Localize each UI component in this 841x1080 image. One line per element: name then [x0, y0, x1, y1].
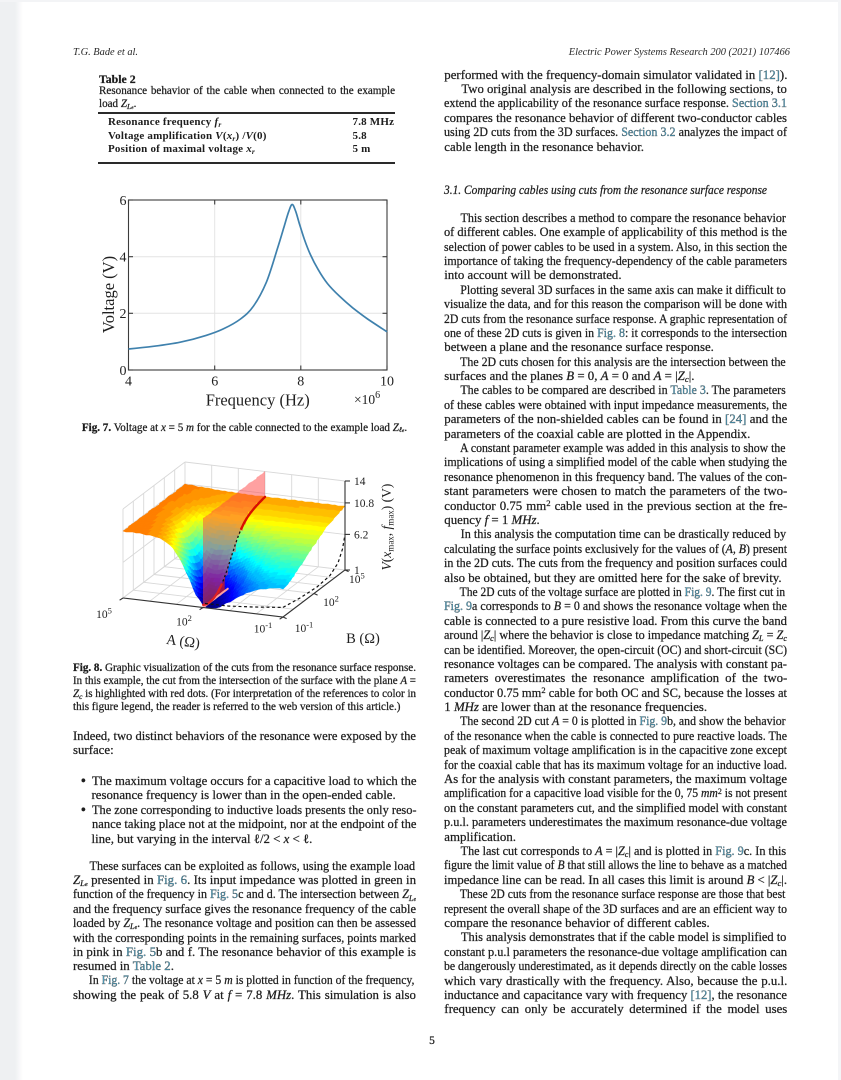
svg-text:4: 4 [120, 251, 127, 266]
svg-text:Voltage (V): Voltage (V) [99, 256, 118, 333]
svg-text:4: 4 [125, 375, 132, 390]
svg-text:Frequency (Hz): Frequency (Hz) [206, 391, 310, 410]
svg-text:B (Ω): B (Ω) [346, 631, 380, 647]
svg-text:10-1: 10-1 [254, 620, 273, 636]
svg-text:A (Ω): A (Ω) [165, 632, 201, 652]
svg-text:2: 2 [120, 307, 127, 322]
svg-text:10-1: 10-1 [295, 620, 314, 636]
svg-text:102: 102 [323, 594, 339, 610]
svg-text:10.8: 10.8 [354, 498, 374, 510]
svg-text:0: 0 [120, 364, 127, 379]
svg-text:8: 8 [297, 375, 304, 390]
svg-text:×106: ×106 [354, 390, 380, 407]
svg-text:6.2: 6.2 [354, 529, 369, 541]
svg-text:105: 105 [96, 606, 112, 622]
svg-text:10: 10 [380, 375, 394, 390]
svg-text:6: 6 [120, 194, 127, 209]
svg-text:V(xmax, fmax) (V): V(xmax, fmax) (V) [379, 484, 396, 571]
svg-text:6: 6 [211, 375, 218, 390]
svg-text:1: 1 [354, 565, 360, 577]
svg-text:14: 14 [354, 476, 366, 488]
svg-text:102: 102 [176, 613, 192, 629]
